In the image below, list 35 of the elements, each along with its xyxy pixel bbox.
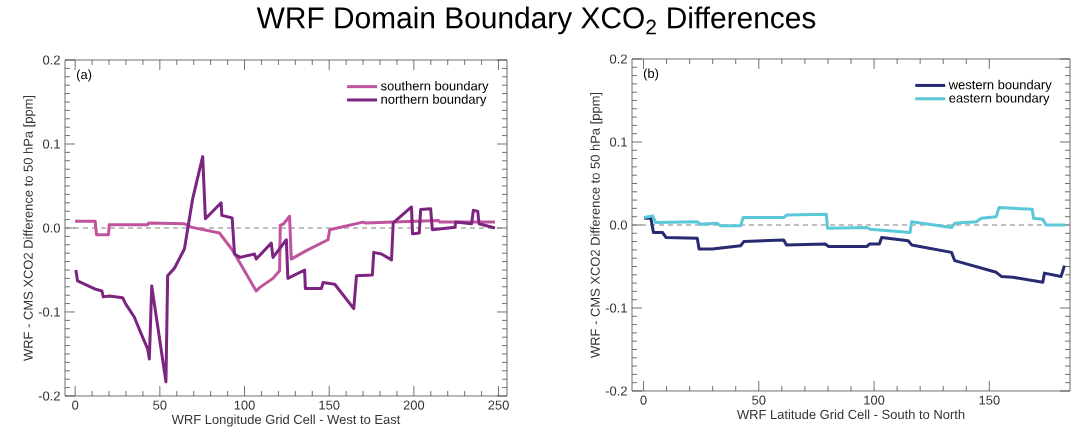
- line-series: [73, 214, 497, 293]
- line-series: [642, 216, 1066, 284]
- line-series: [74, 155, 497, 384]
- x-tick-label: 150: [319, 400, 340, 410]
- x-tick-label: 0: [72, 400, 79, 410]
- x-axis-title: WRF Longitude Grid Cell - West to East: [171, 414, 401, 427]
- x-tick-label: 150: [979, 395, 1000, 405]
- y-tick-label: 0.2: [42, 55, 60, 65]
- x-tick-label: 100: [234, 400, 255, 410]
- legend-label: western boundary: [948, 79, 1052, 92]
- y-tick-label: -0.1: [605, 303, 627, 313]
- y-tick-label: -0.2: [38, 391, 60, 401]
- legend-label: eastern boundary: [949, 93, 1050, 106]
- line-series: [642, 206, 1067, 234]
- y-tick-label: -0.1: [38, 307, 60, 317]
- y-tick-label: 0.0: [42, 223, 60, 233]
- y-axis-title: WRF - CMS XCO2 Difference to 50 hPa [ppm]: [590, 92, 603, 358]
- legend-label: southern boundary: [380, 80, 489, 94]
- y-axis-title: WRF - CMS XCO2 Difference to 50 hPa [ppm]: [23, 95, 36, 361]
- y-tick-label: 0.1: [609, 137, 627, 147]
- x-tick-label: 250: [488, 400, 509, 410]
- x-tick-label: 50: [153, 400, 167, 410]
- annotation: (b): [643, 68, 659, 81]
- x-tick-label: 0: [640, 395, 647, 405]
- y-tick-label: 0.1: [42, 139, 60, 149]
- x-axis-title: WRF Latitude Grid Cell - South to North: [736, 409, 965, 420]
- y-tick-label: 0.0: [609, 220, 627, 230]
- x-tick-label: 100: [864, 395, 885, 405]
- y-tick-label: -0.2: [605, 386, 627, 396]
- chart-title: WRF Domain Boundary XCO$_{2}$ Differences: [256, 6, 816, 35]
- annotation: (a): [76, 69, 92, 82]
- y-tick-label: 0.2: [609, 54, 627, 64]
- legend-label: northern boundary: [381, 94, 487, 107]
- x-tick-label: 50: [752, 395, 766, 405]
- x-tick-label: 200: [403, 400, 425, 410]
